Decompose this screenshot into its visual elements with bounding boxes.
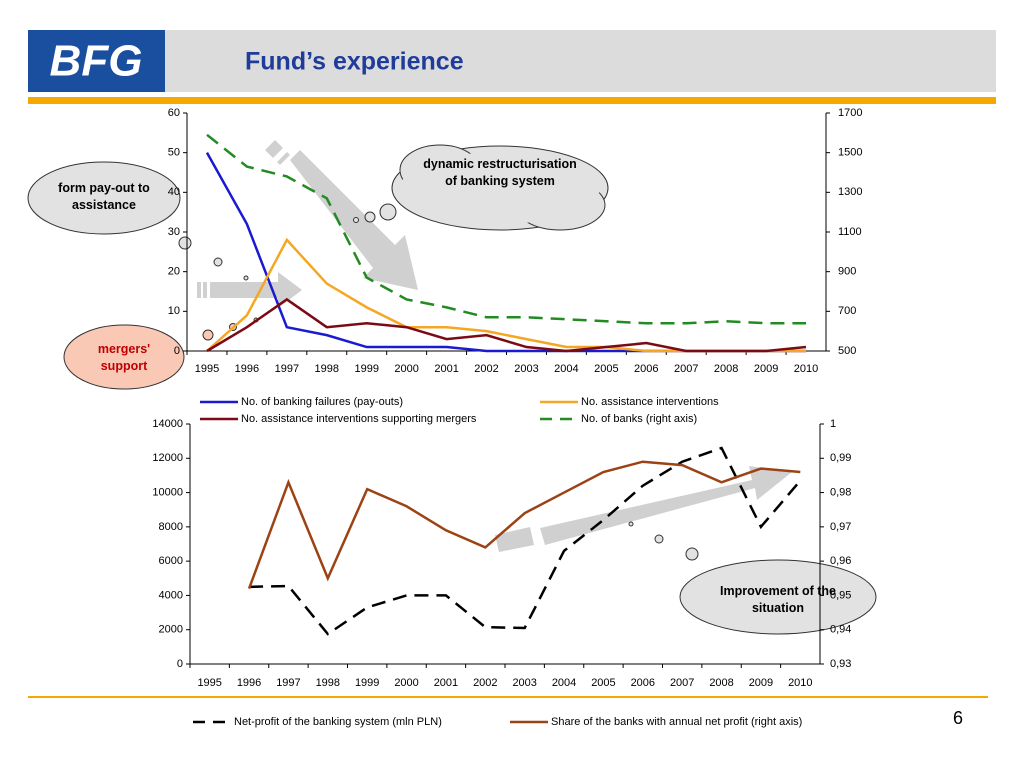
x-tick-label: 2007 [674,363,698,375]
x-tick-label: 2005 [594,363,618,375]
x-tick-label: 1999 [354,363,378,375]
x-tick-label: 2001 [434,363,458,375]
y2-tick-label: 1500 [838,147,862,159]
x-tick-label: 2009 [749,677,773,689]
logo-box [28,30,165,92]
y2-tick-label: 1300 [838,186,862,198]
header-bar [28,30,996,92]
x-tick-label: 2009 [754,363,778,375]
x-tick-label: 2000 [394,677,418,689]
y-tick-label: 2000 [159,624,183,636]
x-tick-label: 1998 [315,363,339,375]
legend-label: No. of banks (right axis) [581,413,697,425]
y-tick-label: 4000 [159,589,183,601]
y-tick-label: 40 [168,186,180,198]
x-tick-label: 2005 [591,677,615,689]
series-line [206,237,807,353]
series-line [247,460,801,590]
x-tick-label: 1998 [316,677,340,689]
y-tick-label: 6000 [159,555,183,567]
y-tick-label: 60 [168,107,180,119]
y2-tick-label: 700 [838,305,856,317]
y2-tick-label: 0,99 [830,452,851,464]
y-tick-label: 0 [174,345,180,357]
y2-tick-label: 0,93 [830,658,851,670]
y2-tick-label: 1 [830,418,836,430]
annotation: form pay-out to assistance [58,181,150,212]
x-tick-label: 1996 [237,677,261,689]
x-tick-label: 1999 [355,677,379,689]
y-tick-label: 30 [168,226,180,238]
annotation: dynamic restructurisation of banking sys… [423,157,577,188]
series-line [249,446,802,636]
y-tick-label: 14000 [152,418,183,430]
legend-label: No. of banking failures (pay-outs) [241,396,403,408]
annotation: mergers' support [97,342,151,373]
y-tick-label: 10000 [152,486,183,498]
x-tick-label: 1996 [235,363,259,375]
x-tick-label: 2008 [709,677,733,689]
y-tick-label: 12000 [152,452,183,464]
x-tick-label: 1995 [195,363,219,375]
x-tick-label: 2004 [554,363,578,375]
x-tick-label: 1997 [275,363,299,375]
slide-title: Fund’s experience [245,48,464,76]
legend-label: Net-profit of the banking system (mln PL… [234,716,442,728]
logo: BFG [50,37,143,86]
x-tick-label: 2010 [788,677,812,689]
header-rule [28,97,996,104]
legend-label: Share of the banks with annual net profi… [551,716,802,728]
y2-tick-label: 0,96 [830,555,851,567]
series-line [206,297,807,353]
clouds [27,144,877,635]
x-tick-label: 2010 [794,363,818,375]
y2-tick-label: 0,95 [830,589,851,601]
y-tick-label: 0 [177,658,183,670]
x-tick-label: 2001 [434,677,458,689]
y2-tick-label: 0,98 [830,486,851,498]
x-tick-label: 2006 [631,677,655,689]
page-number: 6 [953,708,963,728]
y-tick-label: 50 [168,147,180,159]
series-line [206,133,807,325]
y-tick-label: 8000 [159,521,183,533]
x-tick-label: 2003 [512,677,536,689]
y2-tick-label: 0,94 [830,624,851,636]
x-tick-label: 2002 [473,677,497,689]
x-tick-label: 2000 [394,363,418,375]
x-tick-label: 2003 [514,363,538,375]
y2-tick-label: 1700 [838,107,862,119]
x-tick-label: 1995 [197,677,221,689]
x-tick-label: 2007 [670,677,694,689]
y-tick-label: 10 [168,305,180,317]
x-tick-label: 2002 [474,363,498,375]
x-tick-label: 1997 [276,677,300,689]
annotation: Improvement of the situation [720,584,836,615]
y2-tick-label: 1100 [838,226,862,238]
x-tick-label: 2008 [714,363,738,375]
x-tick-label: 2004 [552,677,576,689]
legend-label: No. assistance interventions supporting … [241,413,477,425]
y-tick-label: 20 [168,266,180,278]
y2-tick-label: 900 [838,266,856,278]
x-tick-label: 2006 [634,363,658,375]
legend-label: No. assistance interventions [581,396,719,408]
footer-rule [28,696,988,698]
y2-tick-label: 0,97 [830,521,851,533]
y2-tick-label: 500 [838,345,856,357]
